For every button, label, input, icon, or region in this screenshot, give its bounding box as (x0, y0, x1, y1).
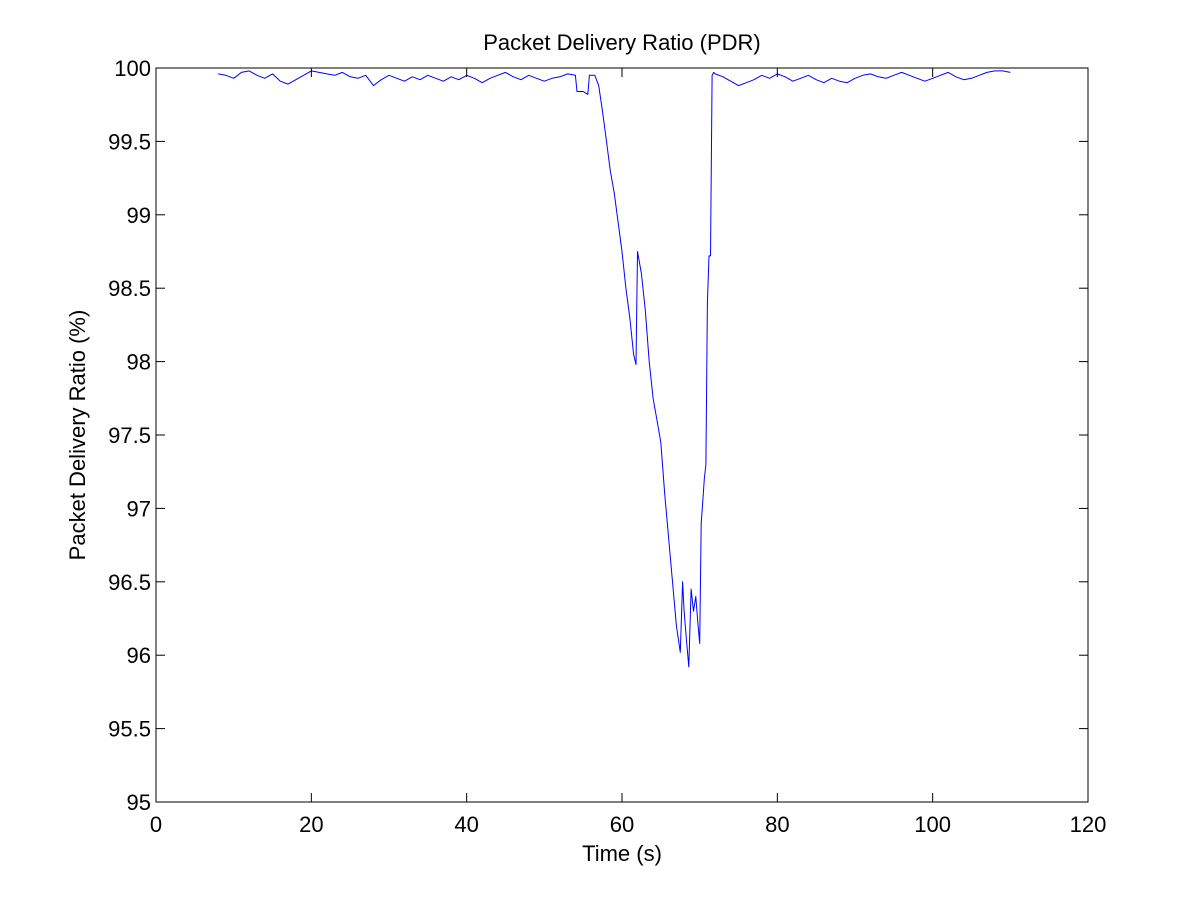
y-axis-ticks: 95 95.5 96 96.5 97 97.5 98 98.5 99 99.5 100 (108, 56, 1088, 815)
y-tick-label: 95 (127, 790, 151, 815)
x-tick-label: 20 (299, 812, 323, 837)
x-axis-ticks: 0 20 40 60 80 100 120 (150, 68, 1106, 837)
y-tick-label: 96 (127, 643, 151, 668)
y-tick-label: 97 (127, 496, 151, 521)
x-axis-label: Time (s) (582, 841, 662, 866)
y-tick-label: 97.5 (108, 423, 151, 448)
y-tick-label: 98 (127, 350, 151, 375)
x-tick-label: 60 (610, 812, 634, 837)
y-tick-label: 98.5 (108, 276, 151, 301)
y-tick-label: 95.5 (108, 717, 151, 742)
series-layer (218, 70, 1011, 668)
y-tick-label: 96.5 (108, 570, 151, 595)
y-tick-label: 100 (114, 56, 151, 81)
x-tick-label: 0 (150, 812, 162, 837)
chart-title: Packet Delivery Ratio (PDR) (483, 30, 761, 55)
pdr-series-line (218, 70, 1011, 668)
x-tick-label: 100 (914, 812, 951, 837)
y-tick-label: 99 (127, 203, 151, 228)
axes-box (155, 67, 1089, 803)
plot-area: 0 20 40 60 80 100 120 95 95.5 96 96.5 97 97.5 98 98.5… (108, 56, 1106, 837)
x-tick-label: 40 (454, 812, 478, 837)
x-tick-label: 80 (765, 812, 789, 837)
y-tick-label: 99.5 (108, 129, 151, 154)
y-axis-label: Packet Delivery Ratio (%) (65, 310, 90, 561)
x-tick-label: 120 (1070, 812, 1107, 837)
